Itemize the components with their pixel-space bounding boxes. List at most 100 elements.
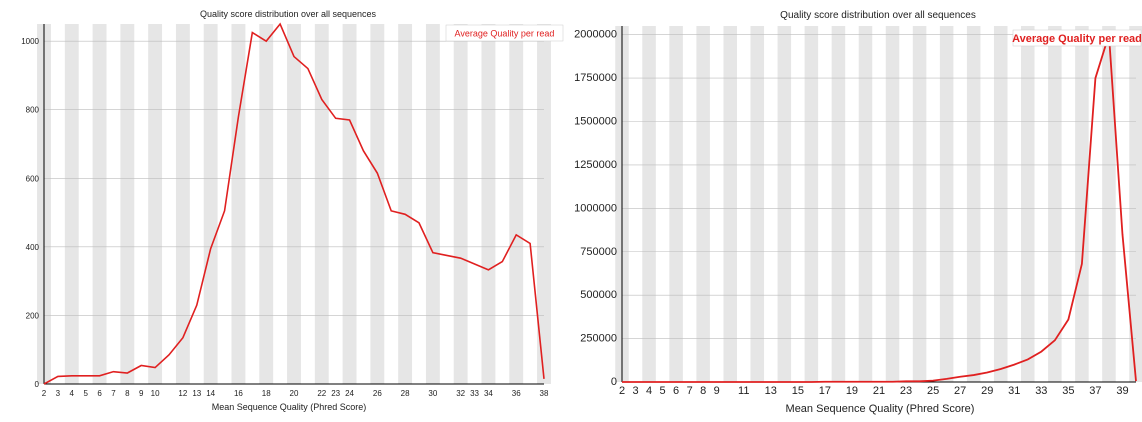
chart-title: Quality score distribution over all sequ…: [780, 10, 976, 21]
quality-band: [509, 24, 524, 384]
x-tick-label: 26: [373, 389, 382, 398]
quality-band: [1075, 26, 1089, 382]
quality-band: [1129, 26, 1142, 382]
x-tick-label: 13: [192, 389, 201, 398]
y-tick-label: 1500000: [574, 116, 617, 128]
x-tick-label: 2: [619, 385, 625, 397]
x-tick-label: 32: [456, 389, 465, 398]
x-tick-label: 9: [139, 389, 144, 398]
x-tick-label: 14: [206, 389, 215, 398]
x-tick-label: 3: [56, 389, 61, 398]
x-tick-label: 16: [234, 389, 243, 398]
quality-band: [831, 26, 846, 382]
x-tick-label: 11: [738, 385, 749, 397]
x-tick-label: 5: [660, 385, 666, 397]
quality-band: [287, 24, 301, 384]
x-tick-label: 13: [765, 385, 777, 397]
quality-band: [939, 26, 954, 382]
x-tick-label: 27: [954, 385, 966, 397]
quality-band: [64, 24, 79, 384]
quality-band: [537, 24, 551, 384]
quality-band: [148, 24, 163, 384]
y-tick-label: 1250000: [574, 159, 617, 171]
y-tick-label: 250000: [580, 333, 617, 345]
chart-panel-left: Quality score distribution over all sequ…: [0, 0, 570, 422]
quality-band: [1021, 26, 1035, 382]
quality-band: [175, 24, 190, 384]
y-tick-label: 1750000: [574, 72, 617, 84]
y-tick-label: 2000000: [574, 29, 617, 41]
legend-entry: Average Quality per read: [455, 29, 555, 39]
y-tick-label: 1000: [21, 37, 39, 46]
x-tick-label: 6: [673, 385, 679, 397]
x-tick-label: 8: [125, 389, 130, 398]
x-tick-label: 29: [981, 385, 993, 397]
x-axis-label: Mean Sequence Quality (Phred Score): [786, 403, 975, 415]
x-tick-label: 37: [1089, 385, 1101, 397]
quality-band: [120, 24, 135, 384]
x-tick-label: 38: [540, 389, 549, 398]
x-tick-label: 35: [1062, 385, 1074, 397]
quality-band: [342, 24, 357, 384]
x-tick-label: 17: [819, 385, 831, 397]
quality-band: [425, 24, 440, 384]
quality-band: [481, 24, 496, 384]
quality-band: [92, 24, 107, 384]
x-tick-label: 6: [97, 389, 102, 398]
legend: Average Quality per read: [1012, 29, 1142, 47]
quality-band: [777, 26, 792, 382]
x-tick-label: 33: [470, 389, 479, 398]
x-axis-label: Mean Sequence Quality (Phred Score): [212, 402, 367, 412]
quality-band: [1048, 26, 1062, 382]
quality-band: [398, 24, 413, 384]
x-tick-label: 4: [646, 385, 652, 397]
x-tick-label: 10: [151, 389, 160, 398]
quality-band: [696, 26, 710, 382]
quality-band: [750, 26, 765, 382]
quality-band: [912, 26, 927, 382]
quality-band: [642, 26, 656, 382]
x-tick-label: 23: [331, 389, 340, 398]
x-tick-label: 21: [873, 385, 885, 397]
x-tick-label: 4: [70, 389, 75, 398]
x-tick-label: 15: [792, 385, 804, 397]
quality-band: [804, 26, 819, 382]
x-tick-label: 30: [428, 389, 437, 398]
x-tick-label: 34: [484, 389, 493, 398]
y-tick-label: 0: [35, 380, 40, 389]
y-tick-label: 750000: [580, 246, 617, 258]
x-tick-label: 5: [83, 389, 88, 398]
quality-band: [1102, 26, 1116, 382]
x-tick-label: 9: [714, 385, 720, 397]
y-tick-label: 600: [26, 174, 40, 183]
x-tick-label: 36: [512, 389, 521, 398]
quality-band: [203, 24, 218, 384]
x-tick-label: 18: [262, 389, 271, 398]
x-tick-label: 31: [1008, 385, 1020, 397]
x-tick-label: 19: [846, 385, 858, 397]
series-line-average-quality: [43, 22, 545, 385]
quality-band: [259, 24, 274, 384]
quality-band: [669, 26, 683, 382]
x-tick-label: 23: [900, 385, 912, 397]
x-tick-label: 28: [401, 389, 410, 398]
series-line-average-quality: [622, 34, 1137, 383]
x-tick-label: 25: [927, 385, 939, 397]
legend: Average Quality per read: [445, 24, 564, 42]
quality-chart-right: Quality score distribution over all sequ…: [574, 10, 1142, 415]
y-tick-label: 200: [26, 311, 40, 320]
y-tick-label: 1000000: [574, 202, 617, 214]
quality-band: [993, 26, 1008, 382]
quality-band: [858, 26, 873, 382]
chart-title: Quality score distribution over all sequ…: [200, 9, 377, 19]
x-tick-label: 7: [687, 385, 693, 397]
y-tick-label: 500000: [580, 289, 617, 301]
quality-band: [370, 24, 385, 384]
x-tick-label: 24: [345, 389, 354, 398]
x-tick-label: 39: [1116, 385, 1128, 397]
quality-band: [966, 26, 981, 382]
quality-band: [885, 26, 900, 382]
quality-band: [231, 24, 246, 384]
x-tick-label: 8: [700, 385, 706, 397]
y-tick-label: 0: [611, 376, 617, 388]
